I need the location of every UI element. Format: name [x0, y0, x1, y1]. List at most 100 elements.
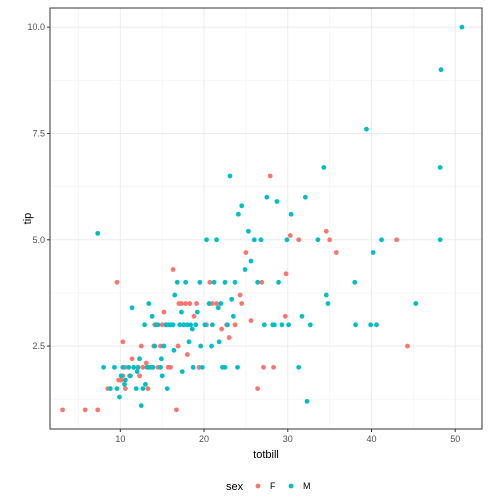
point-F [140, 364, 146, 370]
point-M [199, 364, 205, 370]
point-M [227, 173, 233, 179]
point-F [243, 250, 249, 255]
x-axis-ticks: 10 20 30 40 50 [115, 429, 460, 444]
point-M [198, 343, 204, 349]
point-M [299, 313, 305, 319]
x-tick-label: 20 [199, 434, 209, 444]
point-M [364, 126, 369, 132]
point-M [171, 347, 177, 353]
point-M [143, 381, 148, 387]
point-M [353, 322, 358, 328]
x-tick-label: 10 [115, 434, 125, 444]
legend-label-F: F [270, 481, 276, 491]
point-M [232, 279, 238, 285]
point-M [248, 258, 254, 264]
point-M [114, 386, 120, 392]
point-M [194, 309, 200, 315]
point-F [122, 386, 128, 392]
point-M [129, 305, 135, 311]
point-F [210, 301, 215, 306]
point-M [229, 296, 235, 302]
point-M [118, 373, 124, 379]
point-M [155, 322, 161, 328]
point-M [216, 339, 222, 345]
point-M [206, 301, 212, 306]
point-M [211, 279, 217, 285]
point-F [95, 407, 101, 413]
point-M [222, 279, 228, 285]
point-M [379, 237, 384, 243]
point-M [218, 301, 224, 306]
y-tick-label: 10.0 [27, 22, 45, 32]
x-tick-label: 50 [450, 434, 460, 444]
point-M [261, 322, 267, 328]
point-M [186, 339, 192, 345]
point-M [131, 364, 137, 370]
point-M [370, 250, 376, 255]
point-M [286, 322, 292, 328]
point-M [107, 386, 113, 392]
point-M [352, 279, 358, 285]
point-F [405, 343, 410, 349]
point-M [307, 322, 313, 328]
point-F [187, 301, 193, 306]
point-F [296, 237, 302, 243]
point-M [230, 313, 236, 319]
point-F [207, 279, 213, 285]
point-F [282, 313, 288, 319]
point-F [145, 386, 151, 392]
point-F [183, 301, 189, 306]
point-F [333, 250, 339, 255]
point-M [413, 301, 419, 306]
legend-key-M [288, 483, 294, 489]
point-F [138, 343, 144, 349]
point-M [304, 398, 310, 404]
point-M [137, 356, 142, 362]
point-M [437, 165, 443, 170]
point-M [190, 364, 196, 370]
point-M [158, 356, 164, 362]
point-M [374, 322, 379, 328]
point-M [222, 364, 228, 370]
point-F [214, 301, 220, 306]
point-F [143, 360, 149, 366]
point-M [122, 377, 128, 383]
point-M [315, 237, 321, 243]
point-M [459, 24, 465, 30]
point-M [438, 67, 444, 73]
point-M [144, 364, 150, 370]
point-F [237, 292, 243, 298]
point-M [174, 279, 180, 285]
point-M [246, 228, 251, 234]
point-M [133, 386, 139, 392]
point-M [170, 322, 176, 328]
x-axis-title: totbill [253, 449, 279, 461]
point-M [149, 313, 155, 319]
point-M [239, 203, 245, 209]
x-tick-label: 30 [283, 434, 293, 444]
point-M [323, 292, 329, 298]
point-M [437, 237, 443, 243]
point-M [302, 194, 308, 200]
point-F [191, 313, 197, 319]
point-F [118, 377, 124, 383]
point-M [126, 364, 132, 370]
point-M [235, 364, 240, 370]
point-M [172, 292, 178, 298]
y-tick-label: 5.0 [32, 235, 45, 245]
point-M [179, 369, 185, 374]
point-M [368, 322, 374, 328]
point-M [140, 386, 146, 392]
point-M [179, 309, 184, 315]
y-tick-label: 2.5 [32, 341, 45, 351]
point-F [239, 301, 245, 306]
point-F [158, 343, 163, 349]
point-M [188, 322, 194, 328]
point-F [219, 326, 225, 332]
point-M [284, 237, 290, 243]
point-M [255, 279, 261, 285]
point-F [184, 352, 190, 357]
point-F [82, 407, 88, 413]
